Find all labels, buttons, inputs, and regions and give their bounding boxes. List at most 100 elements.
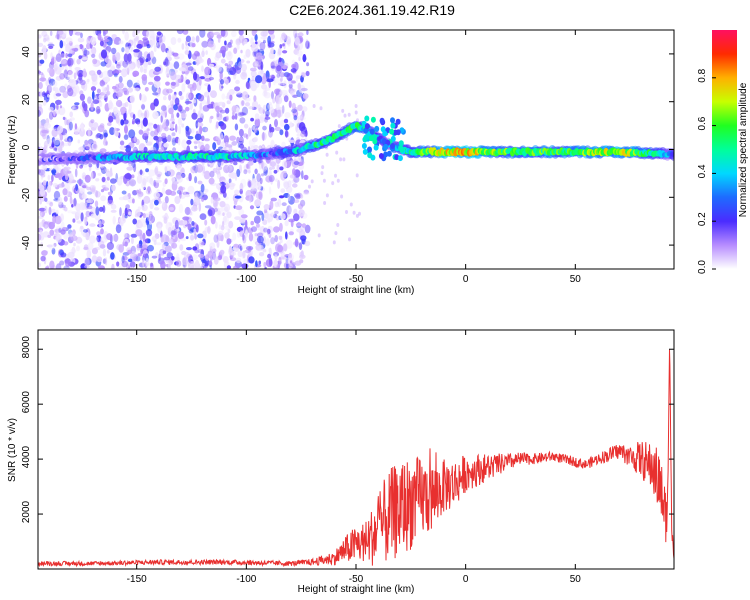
heatmap-cell [102,187,110,191]
heatmap-cell [46,37,50,42]
heatmap-cell [257,40,262,47]
heatmap-cell [184,100,192,104]
heatmap-cell [64,83,68,90]
heatmap-cell [57,196,63,205]
heatmap-cell [282,50,288,54]
heatmap-cell [64,258,71,267]
heatmap-cell [238,208,245,217]
heatmap-cell [133,49,140,53]
heatmap-cell [298,56,301,62]
x-tick-label: 50 [570,274,582,285]
heatmap-cell [203,188,209,193]
heatmap-cell [397,155,403,162]
heatmap-cell [56,103,59,111]
heatmap-cell [189,210,192,216]
heatmap-cell [280,256,288,260]
heatmap-cell [268,129,273,138]
heatmap-cell [279,222,283,232]
heatmap-cell [122,30,125,35]
heatmap-cell [110,178,117,184]
heatmap-cell [110,203,117,210]
y-tick-label: -40 [21,235,32,250]
heatmap-cell [261,159,264,169]
heatmap-cell [83,232,86,238]
heatmap-cell [237,250,243,258]
heatmap-cell [75,183,78,191]
heatmap-cell [300,194,304,199]
heatmap-cell [216,65,222,73]
heatmap-cell [60,59,68,67]
heatmap-cell [60,213,64,222]
heatmap-cell [157,224,162,234]
heatmap-cell [38,106,44,116]
heatmap-cell [288,262,295,269]
heatmap-cell [178,125,182,135]
heatmap-cell [99,80,106,87]
heatmap-cell [297,32,304,37]
heatmap-cell [181,43,185,50]
heatmap-cell [81,57,88,61]
heatmap-cell [65,47,69,52]
heatmap-cell [106,233,113,241]
heatmap-cell [273,78,276,86]
heatmap-cell [293,208,298,215]
heatmap-cell [130,237,134,245]
heatmap-cell [43,51,48,60]
heatmap-cell [302,56,307,61]
heatmap-cell [112,215,116,225]
heatmap-cell [49,260,55,269]
heatmap-cell [392,129,398,136]
heatmap-cell [79,93,85,101]
heatmap-cell [177,137,181,146]
heatmap-cell [90,171,94,180]
heatmap-cell [303,130,308,137]
heatmap-cell [154,199,159,206]
heatmap-cell [142,38,150,45]
heatmap-cell [226,238,232,245]
heatmap-cell [226,164,233,173]
heatmap-cell [140,248,144,255]
heatmap-cell [191,53,198,60]
y-tick-label: 8000 [21,336,32,359]
colorbar-tick-label: 0.6 [697,116,708,130]
heatmap-cell [289,174,296,179]
heatmap-cell [94,74,99,82]
heatmap-cell [124,214,128,219]
heatmap-cell [48,244,56,250]
y-tick-label: 4000 [21,446,32,469]
heatmap-cell [113,40,117,45]
heatmap-cell [123,111,127,121]
heatmap-cell [165,69,169,73]
heatmap-cell [118,244,124,253]
heatmap-cell [112,234,119,242]
heatmap-cell [280,188,286,194]
heatmap-cell [62,91,69,99]
heatmap-cell [172,147,177,152]
heatmap-cell [253,136,258,143]
heatmap-cell [43,221,49,229]
heatmap-cell [235,257,242,264]
heatmap-cell [241,106,248,116]
heatmap-cell [163,241,169,247]
heatmap-cell [107,191,113,196]
heatmap-cell [47,174,51,181]
heatmap-cell [231,105,238,113]
heatmap-cell [124,241,128,247]
heatmap-cell [193,140,201,144]
heatmap-cell [267,253,272,259]
heatmap-cell [106,249,110,254]
heatmap-cell [179,95,184,101]
y-tick-label: 2000 [21,500,32,523]
spectrogram-panel: -150 -100 -50 0 50 40 20 0 -20 -40 Height of stra… [7,29,675,296]
heatmap-cell [240,49,243,54]
heatmap-cell [128,103,132,111]
heatmap-cell [81,193,87,199]
heatmap-cell [142,117,148,127]
heatmap-cell [251,30,257,37]
heatmap-cell [171,230,177,236]
heatmap-cell [67,57,74,66]
heatmap-cell [115,69,122,74]
heatmap-cell [38,169,45,176]
heatmap-cell [66,76,70,81]
heatmap-cell [60,141,65,148]
